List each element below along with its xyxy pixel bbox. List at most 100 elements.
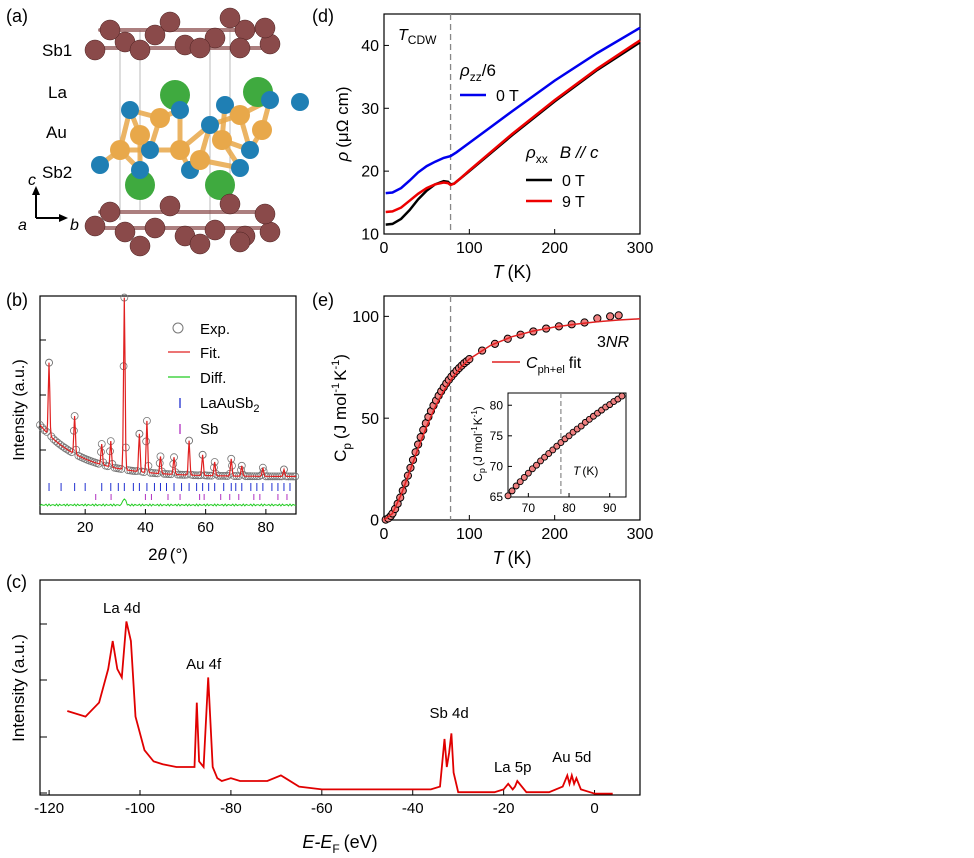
rho-xtick-label: 100 bbox=[456, 240, 483, 257]
crystal-structure: Sb1 La Au Sb2 c a b bbox=[18, 7, 309, 257]
xrd-xtick-label: 60 bbox=[197, 519, 214, 536]
xrd-xtick-label: 40 bbox=[137, 519, 154, 536]
sb1-atom bbox=[99, 201, 121, 223]
sb2-atom bbox=[141, 141, 159, 159]
sb2-atom bbox=[291, 93, 309, 111]
xrd-exp-point bbox=[36, 421, 44, 429]
rho-xtick-label: 0 bbox=[380, 240, 389, 257]
xrd-diff-line bbox=[39, 498, 297, 507]
panel-label-e: (e) bbox=[312, 290, 334, 310]
xrd-exp-point bbox=[237, 461, 246, 470]
x-ticks: -120 -100 -80 -60 -40 -20 0 bbox=[34, 790, 599, 817]
cp-ytick-label: 0 bbox=[370, 513, 379, 530]
sb1-atom bbox=[84, 39, 106, 61]
sb1-atom bbox=[229, 37, 251, 59]
legend-rho-zz-title: ρzz/6 bbox=[459, 61, 496, 84]
heat-capacity-chart: 0 50 100 0 100 200 300 Cp(J mol-1K-1) T (K) 3N… bbox=[330, 295, 654, 568]
plot-area bbox=[36, 293, 300, 507]
sb1-atom bbox=[204, 219, 226, 241]
rho-series-line bbox=[385, 26, 641, 195]
y-axis-label: Intensity (a.u.) bbox=[11, 359, 28, 460]
x-axis-label: E-EF (eV) bbox=[302, 832, 377, 856]
sb1-atom bbox=[84, 215, 106, 237]
sb1-atom bbox=[259, 221, 281, 243]
rho-ytick-label: 40 bbox=[361, 38, 379, 55]
au-atom bbox=[130, 125, 150, 145]
legend-rho-xx: ρxx B // c 0 T 9 T bbox=[525, 143, 599, 211]
cp-ytick-label: 100 bbox=[352, 309, 379, 326]
inset-y-axis-label: Cp(J mol-1K-1) bbox=[470, 406, 487, 482]
inset-data-point bbox=[516, 478, 524, 486]
inset-data-point bbox=[504, 492, 512, 500]
cp-fit-line bbox=[383, 318, 641, 521]
tcdw-label: TCDW bbox=[398, 27, 437, 47]
inset-xtick-label: 90 bbox=[603, 501, 617, 515]
xps-xtick-label: -40 bbox=[402, 800, 424, 817]
xrd-exp-point bbox=[67, 448, 76, 457]
inset-data-point bbox=[508, 487, 516, 495]
cp-data-point bbox=[606, 312, 615, 321]
inset-ytick-label: 80 bbox=[490, 398, 504, 412]
inset-ytick-label: 70 bbox=[490, 460, 504, 474]
x-axis-label: T (K) bbox=[493, 548, 532, 568]
y-ticks: 10 20 30 40 bbox=[361, 38, 389, 244]
inset-plot-area bbox=[504, 392, 626, 500]
inset-data-point bbox=[618, 392, 626, 400]
la-atom bbox=[205, 170, 235, 200]
axis-b-label: b bbox=[70, 217, 79, 234]
cp-xtick-label: 200 bbox=[541, 526, 568, 543]
panel-label-a: (a) bbox=[6, 6, 28, 26]
xps-xtick-label: -120 bbox=[34, 800, 64, 817]
cp-data-point bbox=[614, 311, 623, 320]
label-3nr: 3NR bbox=[597, 334, 629, 351]
x-ticks: 0 100 200 300 bbox=[380, 229, 654, 257]
sb1-atom bbox=[129, 39, 151, 61]
resistivity-chart: 10 20 30 40 0 100 200 300 ρ(μΩ cm) T (K) TCDW ρ… bbox=[333, 13, 654, 282]
sb1-atom bbox=[219, 7, 241, 29]
sb1-atom bbox=[114, 221, 136, 243]
cp-xtick-label: 300 bbox=[627, 526, 654, 543]
xps-peak-label: Au 5d bbox=[552, 749, 591, 766]
atoms-layer bbox=[84, 7, 309, 257]
au-atom bbox=[170, 140, 190, 160]
xps-peak-label: La 4d bbox=[103, 600, 141, 617]
plot-frame bbox=[39, 579, 641, 796]
rho-ytick-label: 20 bbox=[361, 164, 379, 181]
atom-bonds bbox=[97, 28, 274, 230]
y-ticks bbox=[40, 339, 46, 451]
plot-frame bbox=[383, 13, 641, 235]
legend-fit: Cph+el fit bbox=[526, 355, 582, 376]
sb2-atom bbox=[216, 96, 234, 114]
sb1-atom bbox=[144, 217, 166, 239]
xrd-exp-point bbox=[60, 444, 69, 452]
x-axis-label: T (K) bbox=[493, 262, 532, 282]
xrd-xtick-label: 20 bbox=[77, 519, 94, 536]
inset-data-point bbox=[524, 469, 532, 477]
au-atom bbox=[212, 130, 232, 150]
rho-ytick-label: 10 bbox=[361, 227, 379, 244]
legend-rho-xx-title: ρxx B // c bbox=[525, 143, 599, 166]
au-atom bbox=[230, 105, 250, 125]
xps-xtick-label: -20 bbox=[493, 800, 515, 817]
legend-rho-zz-0T: 0 T bbox=[496, 88, 519, 105]
rho-series-line bbox=[385, 39, 641, 214]
y-axis-label: ρ(μΩ cm) bbox=[333, 87, 352, 163]
xps-xtick-label: 0 bbox=[590, 800, 598, 817]
legend-laausb2: LaAuSb2 bbox=[200, 395, 260, 415]
sb1-atom bbox=[99, 19, 121, 41]
rho-ytick-label: 30 bbox=[361, 101, 379, 118]
sb1-atom bbox=[129, 235, 151, 257]
panel-label-b: (b) bbox=[6, 290, 28, 310]
sb1-atom bbox=[159, 11, 181, 33]
cp-xtick-label: 100 bbox=[456, 526, 483, 543]
axis-c-label: c bbox=[28, 172, 36, 189]
x-ticks: 20 40 60 80 bbox=[77, 509, 274, 536]
panel-label-c: (c) bbox=[6, 572, 27, 592]
inset-ytick-label: 75 bbox=[490, 429, 504, 443]
inset-ytick-label: 65 bbox=[490, 490, 504, 504]
xps-spectrum-line bbox=[67, 621, 613, 795]
cp-xtick-label: 0 bbox=[380, 526, 389, 543]
rho-xtick-label: 300 bbox=[627, 240, 654, 257]
sb1-atom bbox=[229, 231, 251, 253]
